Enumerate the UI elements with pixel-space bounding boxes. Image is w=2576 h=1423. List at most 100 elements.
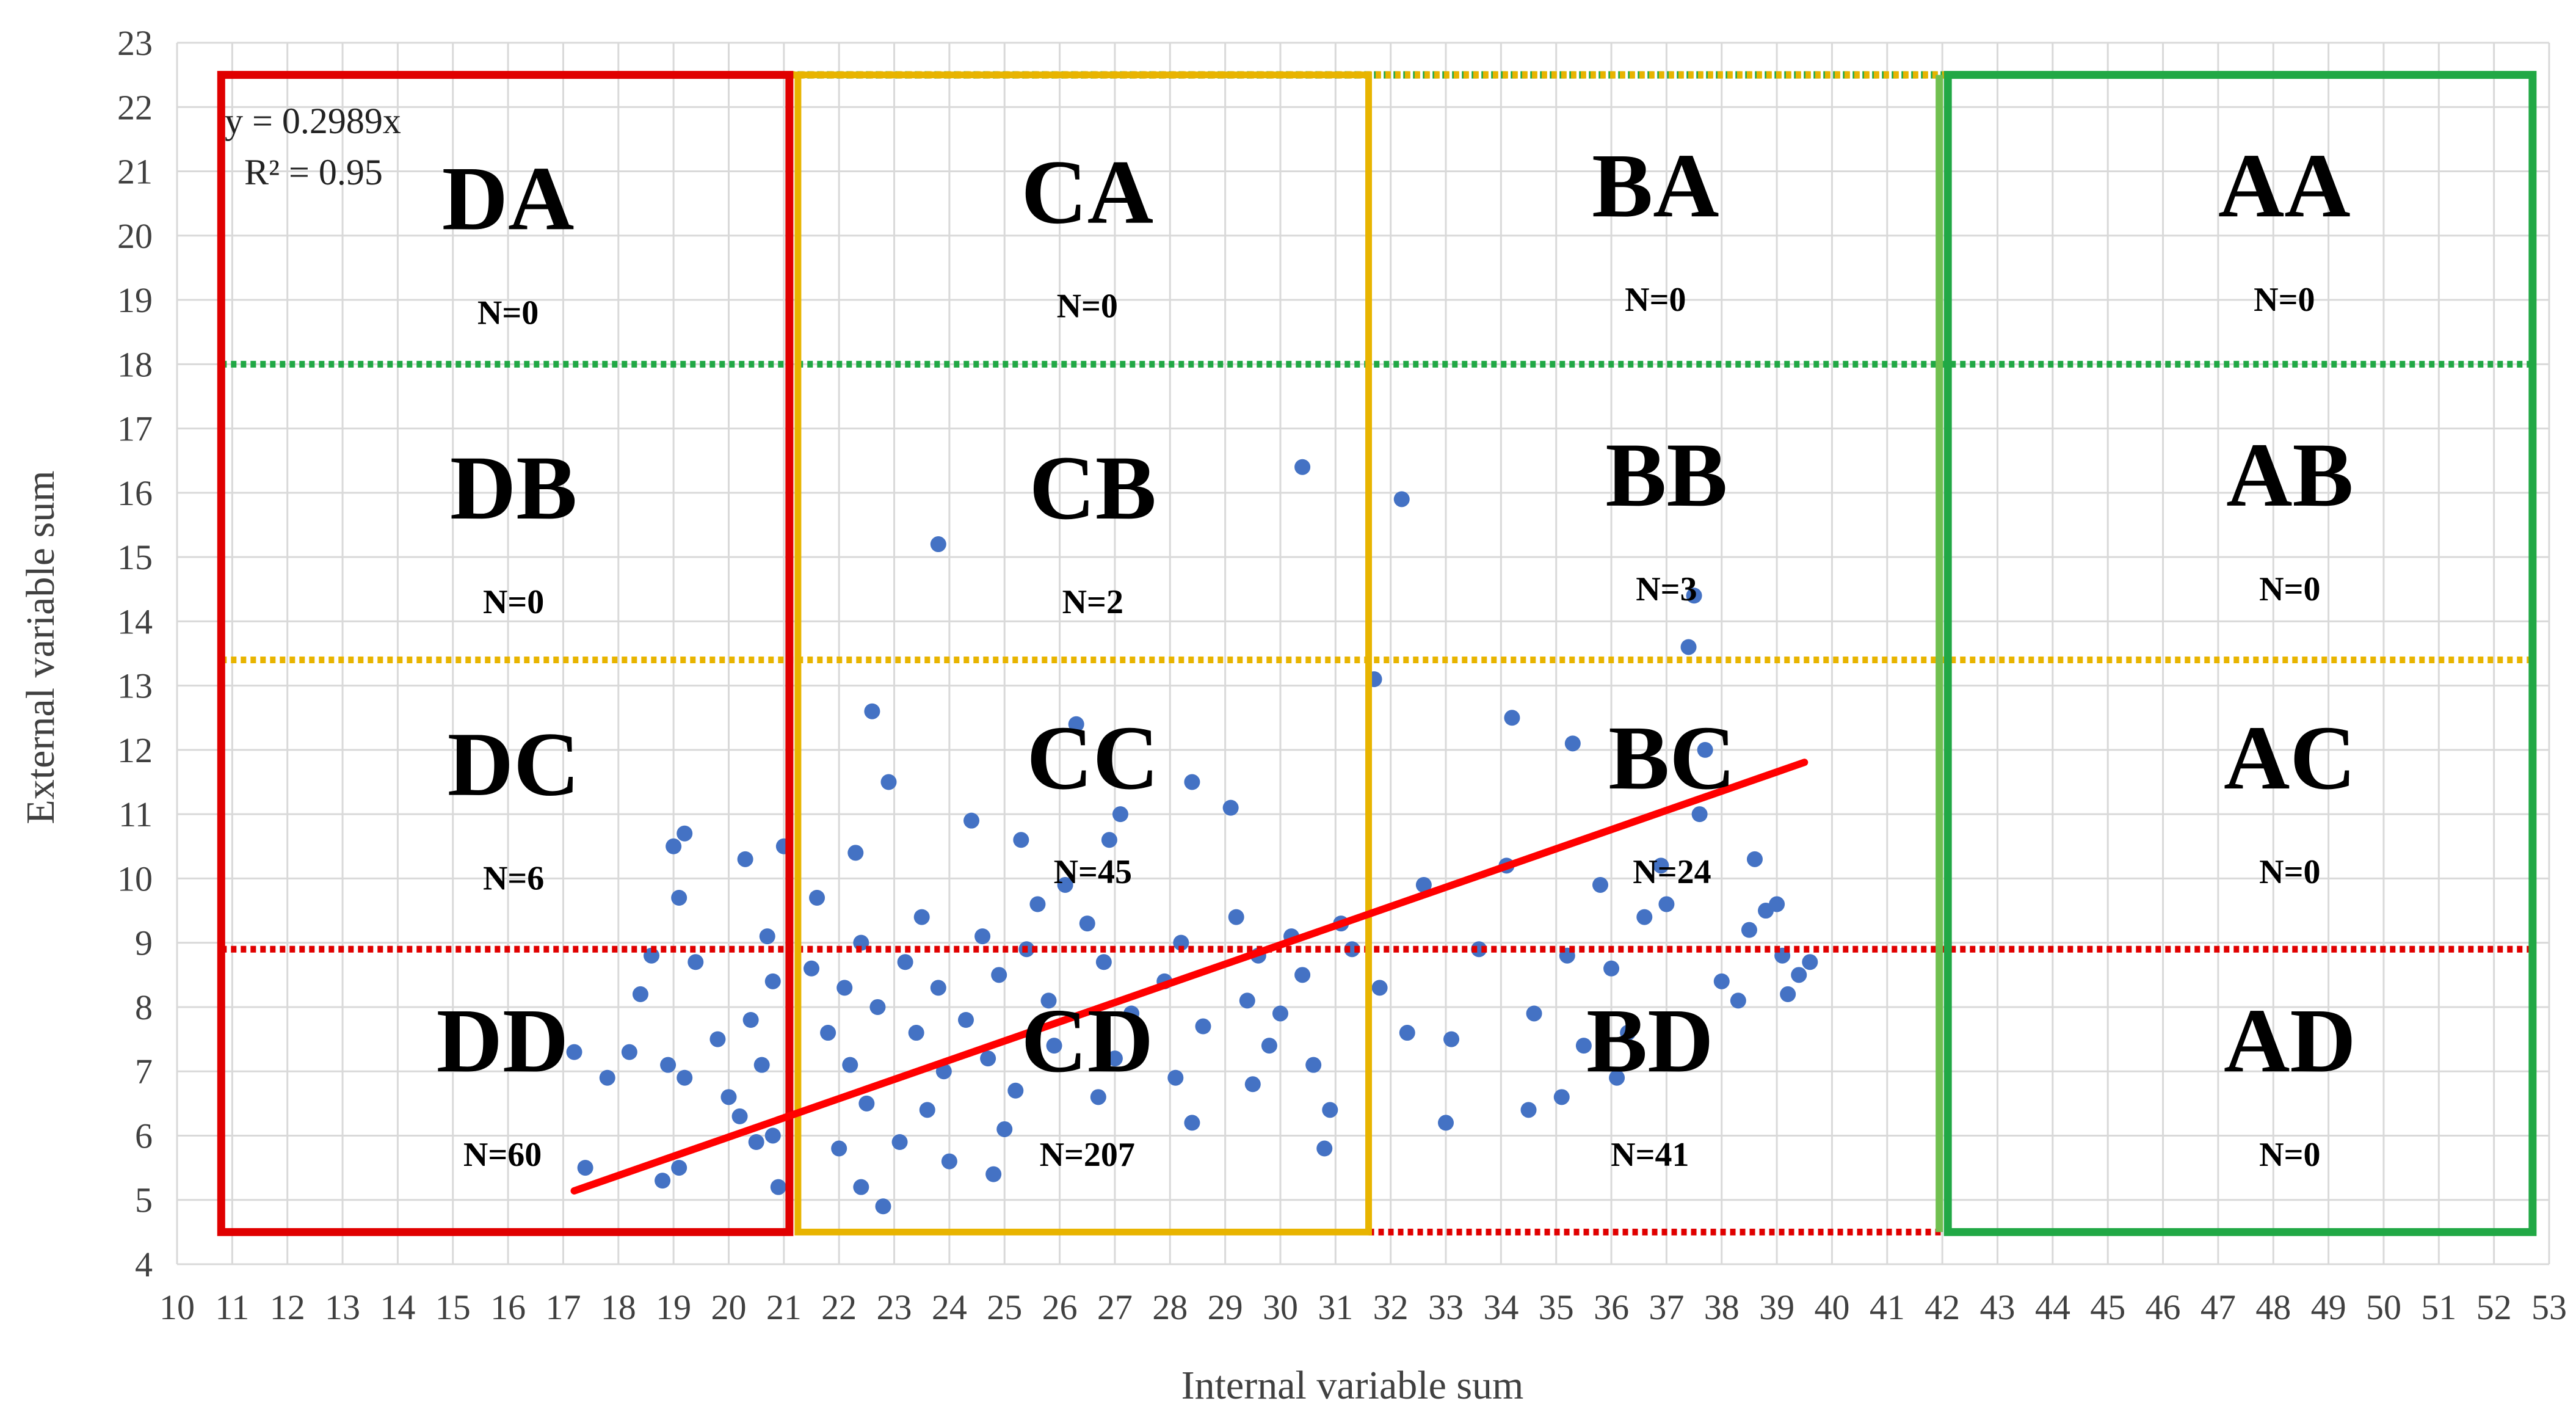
- data-point: [1244, 1076, 1261, 1093]
- data-point: [1090, 1089, 1106, 1105]
- x-tick-label: 52: [2476, 1287, 2512, 1327]
- x-tick-label: 43: [1980, 1287, 2015, 1327]
- data-point: [1399, 1025, 1415, 1041]
- data-point: [1620, 1025, 1636, 1041]
- data-point: [875, 1198, 891, 1215]
- zone-count: N=0: [2259, 1136, 2320, 1174]
- x-tick-label: 21: [766, 1287, 802, 1327]
- zone-count: N=45: [1054, 853, 1132, 891]
- data-point: [1040, 992, 1057, 1009]
- data-point: [1526, 1005, 1542, 1022]
- data-point: [930, 980, 946, 996]
- data-point: [820, 1025, 836, 1041]
- x-tick-label: 10: [159, 1287, 195, 1327]
- data-point: [1802, 954, 1818, 970]
- data-point: [599, 1069, 615, 1086]
- data-point: [1564, 735, 1581, 752]
- axis-layer: 10 11 12 13 14 15 16 17 18 19 20 21 22 23 24 25 26 27 28 29…: [117, 23, 2567, 1327]
- data-point: [1691, 806, 1708, 823]
- data-point: [1239, 992, 1255, 1009]
- y-tick-label: 9: [135, 923, 153, 963]
- x-tick-label: 20: [711, 1287, 746, 1327]
- zone-label: BC: [1608, 707, 1735, 809]
- data-point: [1730, 992, 1746, 1009]
- x-tick-label: 46: [2146, 1287, 2181, 1327]
- x-tick-label: 49: [2311, 1287, 2346, 1327]
- y-tick-label: 13: [117, 666, 153, 706]
- data-point: [632, 986, 648, 1002]
- x-tick-label: 35: [1539, 1287, 1574, 1327]
- data-point: [1294, 967, 1311, 983]
- zone-label: DA: [442, 148, 575, 249]
- data-point: [963, 812, 980, 829]
- data-point: [1184, 774, 1200, 790]
- zone-count: N=0: [2259, 570, 2320, 608]
- data-point: [980, 1050, 996, 1067]
- x-tick-label: 34: [1483, 1287, 1518, 1327]
- x-tick-label: 50: [2366, 1287, 2401, 1327]
- zone-label: DD: [437, 990, 569, 1091]
- data-point: [731, 1108, 748, 1124]
- data-point: [671, 1160, 688, 1176]
- data-point: [897, 954, 913, 970]
- data-point: [1504, 710, 1520, 726]
- x-tick-label: 23: [877, 1287, 912, 1327]
- zone-label: AC: [2224, 707, 2356, 809]
- data-point: [1553, 1089, 1570, 1105]
- y-tick-label: 22: [117, 87, 153, 127]
- data-point: [880, 774, 897, 790]
- data-point: [1167, 1069, 1184, 1086]
- y-tick-label: 11: [118, 795, 153, 834]
- data-point: [1344, 941, 1360, 958]
- data-point: [1261, 1038, 1277, 1054]
- data-point: [1322, 1102, 1338, 1118]
- data-point: [748, 1134, 764, 1150]
- x-tick-label: 53: [2531, 1287, 2567, 1327]
- zone-labels: DA N=0 CA N=0 BA N=0 AA N=0 DB N=0 CB N=2 BB N=3 AB N=0…: [437, 135, 2356, 1174]
- y-axis-title: External variable sum: [18, 470, 63, 824]
- data-point: [1471, 941, 1487, 958]
- zone-count: N=0: [2254, 281, 2315, 319]
- data-point: [1575, 1038, 1592, 1054]
- x-tick-label: 32: [1373, 1287, 1409, 1327]
- trendline-equation: y = 0.2989x: [225, 101, 401, 141]
- data-point: [809, 890, 825, 906]
- zone-count: N=0: [1057, 288, 1118, 326]
- x-tick-label: 12: [270, 1287, 305, 1327]
- data-point: [764, 973, 781, 989]
- x-tick-label: 19: [656, 1287, 691, 1327]
- zone-label: BA: [1592, 135, 1719, 236]
- x-tick-label: 36: [1594, 1287, 1629, 1327]
- data-point: [1371, 980, 1388, 996]
- y-tick-label: 6: [135, 1116, 153, 1156]
- data-point: [1013, 832, 1029, 848]
- data-point: [974, 928, 991, 945]
- zone-label: DC: [448, 714, 580, 815]
- zone-label: AB: [2226, 424, 2353, 526]
- data-point: [1228, 909, 1244, 925]
- y-tick-label: 7: [135, 1052, 153, 1091]
- y-tick-label: 17: [117, 409, 153, 449]
- data-point: [677, 1069, 693, 1086]
- zone-count: N=0: [1625, 281, 1686, 319]
- data-point: [1791, 967, 1807, 983]
- data-point: [891, 1134, 908, 1150]
- grid-layer: [176, 42, 2550, 1265]
- x-tick-label: 13: [325, 1287, 360, 1327]
- data-point: [1680, 639, 1697, 655]
- zone-count: N=0: [477, 294, 539, 332]
- data-point: [1686, 588, 1702, 604]
- data-point: [1316, 1140, 1333, 1157]
- data-point: [919, 1102, 935, 1118]
- zone-count: N=0: [483, 583, 544, 621]
- data-point: [842, 1057, 858, 1073]
- zone-count: N=0: [2259, 853, 2320, 891]
- trendline-layer: [570, 759, 1809, 1195]
- x-tick-label: 16: [490, 1287, 526, 1327]
- zone-label: BD: [1586, 990, 1713, 1091]
- data-point: [1195, 1018, 1211, 1035]
- x-tick-label: 39: [1759, 1287, 1794, 1327]
- data-point: [1769, 896, 1785, 912]
- data-point: [985, 1166, 1002, 1182]
- x-tick-label: 40: [1814, 1287, 1849, 1327]
